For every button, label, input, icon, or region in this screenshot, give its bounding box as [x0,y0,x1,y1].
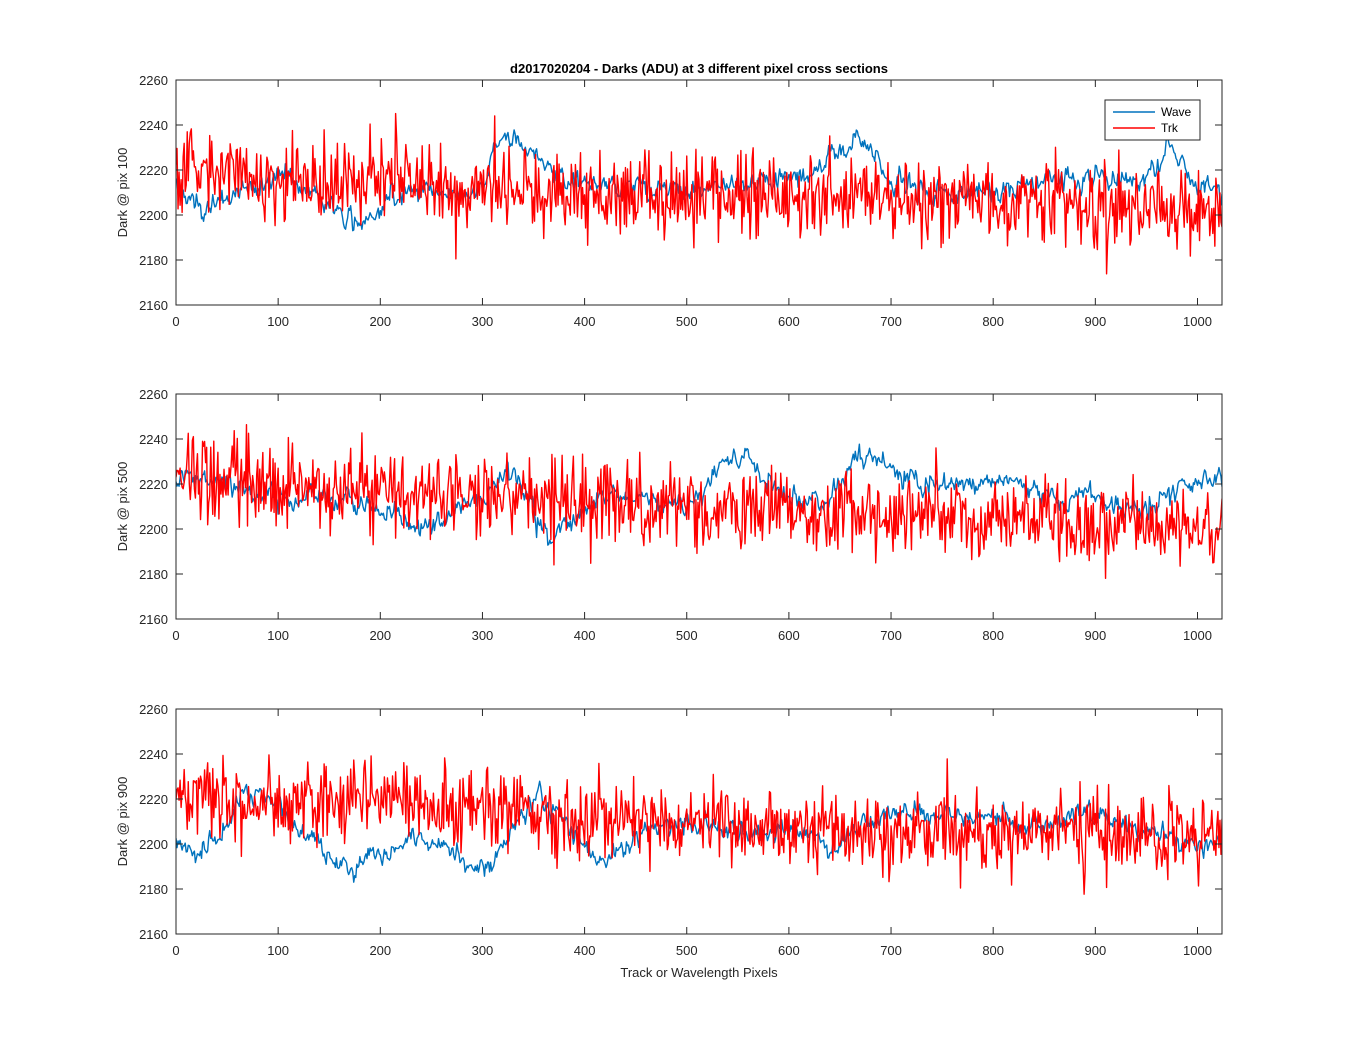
axes-box [175,708,1223,935]
x-tick-label: 300 [472,314,494,329]
y-tick-label: 2220 [139,163,168,178]
x-tick-label: 1000 [1183,943,1212,958]
series-line-trk [176,424,1222,580]
legend: Wave Trk [1104,99,1201,141]
x-tick-label: 1000 [1183,628,1212,643]
x-tick-label: 200 [369,943,391,958]
y-tick-label: 2180 [139,253,168,268]
x-tick-label: 500 [676,943,698,958]
x-tick-label: 900 [1084,314,1106,329]
y-axis-label: Dark @ pix 500 [115,462,130,552]
x-tick-label: 400 [574,943,596,958]
chart-title: d2017020204 - Darks (ADU) at 3 different… [510,61,888,76]
x-tick-label: 800 [982,943,1004,958]
series-line-trk [176,754,1222,895]
x-tick-label: 600 [778,314,800,329]
legend-label-wave: Wave [1161,105,1192,119]
x-tick-label: 300 [472,943,494,958]
x-tick-label: 500 [676,628,698,643]
y-tick-label: 2160 [139,298,168,313]
x-tick-label: 400 [574,314,596,329]
legend-label-trk: Trk [1161,121,1179,135]
x-tick-label: 400 [574,628,596,643]
y-axis-label: Dark @ pix 900 [115,777,130,867]
axes-box [175,393,1223,620]
y-axis-label: Dark @ pix 100 [115,148,130,238]
x-tick-label: 700 [880,314,902,329]
y-tick-label: 2160 [139,612,168,627]
panel-1: 0 100 200 300 400 500 600 700 800 900 1000 2160 2180… [115,73,1223,329]
y-tick-label: 2180 [139,882,168,897]
y-tick-label: 2180 [139,567,168,582]
x-tick-label: 300 [472,628,494,643]
x-tick-label: 600 [778,943,800,958]
x-tick-label: 600 [778,628,800,643]
x-tick-label: 100 [267,628,289,643]
x-axis-label: Track or Wavelength Pixels [620,965,778,980]
y-tick-label: 2200 [139,837,168,852]
panel-2: 0 100 200 300 400 500 600 700 800 900 1000 2160 2180… [115,387,1223,643]
y-tick-label: 2240 [139,118,168,133]
x-tick-label: 200 [369,628,391,643]
y-tick-label: 2240 [139,747,168,762]
x-tick-label: 200 [369,314,391,329]
y-tick-label: 2240 [139,432,168,447]
x-tick-label: 0 [172,628,179,643]
x-tick-label: 0 [172,943,179,958]
x-tick-label: 0 [172,314,179,329]
y-tick-label: 2260 [139,387,168,402]
x-tick-label: 100 [267,314,289,329]
axes-box [175,79,1223,306]
x-tick-label: 700 [880,628,902,643]
y-tick-label: 2260 [139,73,168,88]
x-tick-label: 1000 [1183,314,1212,329]
x-tick-label: 900 [1084,628,1106,643]
y-tick-label: 2200 [139,208,168,223]
series-line-trk [176,112,1222,275]
x-tick-label: 500 [676,314,698,329]
legend-box [1104,99,1201,141]
y-tick-label: 2260 [139,702,168,717]
x-tick-label: 900 [1084,943,1106,958]
y-tick-label: 2220 [139,477,168,492]
panel-3: 0 100 200 300 400 500 600 700 800 900 1000 2160 2180… [115,702,1223,958]
y-tick-label: 2160 [139,927,168,942]
x-tick-label: 700 [880,943,902,958]
y-tick-label: 2220 [139,792,168,807]
x-tick-label: 100 [267,943,289,958]
x-tick-label: 800 [982,314,1004,329]
y-tick-label: 2200 [139,522,168,537]
x-tick-label: 800 [982,628,1004,643]
